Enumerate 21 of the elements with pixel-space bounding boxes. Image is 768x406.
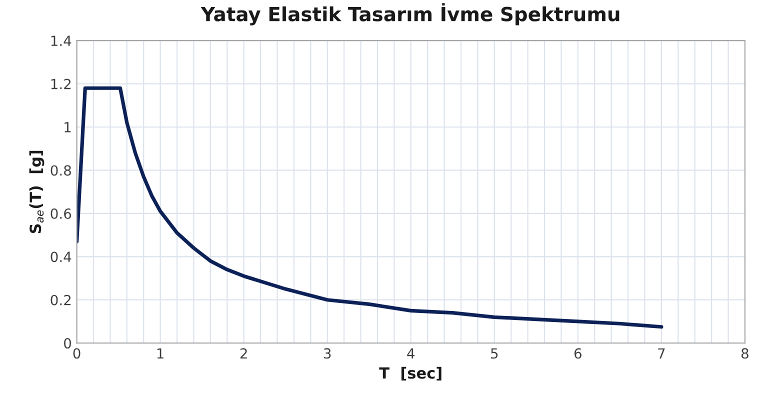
y-tick-label: 0: [64, 338, 72, 349]
y-tick-label: 0.4: [50, 252, 72, 262]
y-tick-label: 1: [64, 122, 71, 132]
x-tick-label: 3: [324, 348, 331, 359]
x-tick-label: 7: [658, 348, 665, 358]
y-tick-label: 0.2: [50, 294, 71, 306]
x-tick-label: 2: [240, 348, 247, 358]
line-series: [76, 86, 664, 329]
x-tick-label: 0: [73, 348, 80, 359]
y-tick-label: 1.4: [51, 36, 72, 46]
x-axis-title: T [sec]: [379, 366, 442, 381]
chart-title: Yatay Elastik Tasarım İvme Spektrumu: [200, 3, 620, 26]
x-tick-label: 5: [491, 348, 498, 359]
y-tick-label: 1.2: [51, 78, 71, 90]
x-tick-label: 6: [574, 348, 582, 359]
x-tick-label: 8: [741, 348, 748, 359]
y-tick-label: 0.6: [50, 208, 72, 219]
x-tick-label: 4: [407, 348, 415, 358]
x-tick-label: 1: [157, 348, 164, 358]
y-axis-title: S$_{ae}$(T) [g]: [29, 150, 44, 234]
y-tick-label: 0.8: [50, 165, 71, 176]
